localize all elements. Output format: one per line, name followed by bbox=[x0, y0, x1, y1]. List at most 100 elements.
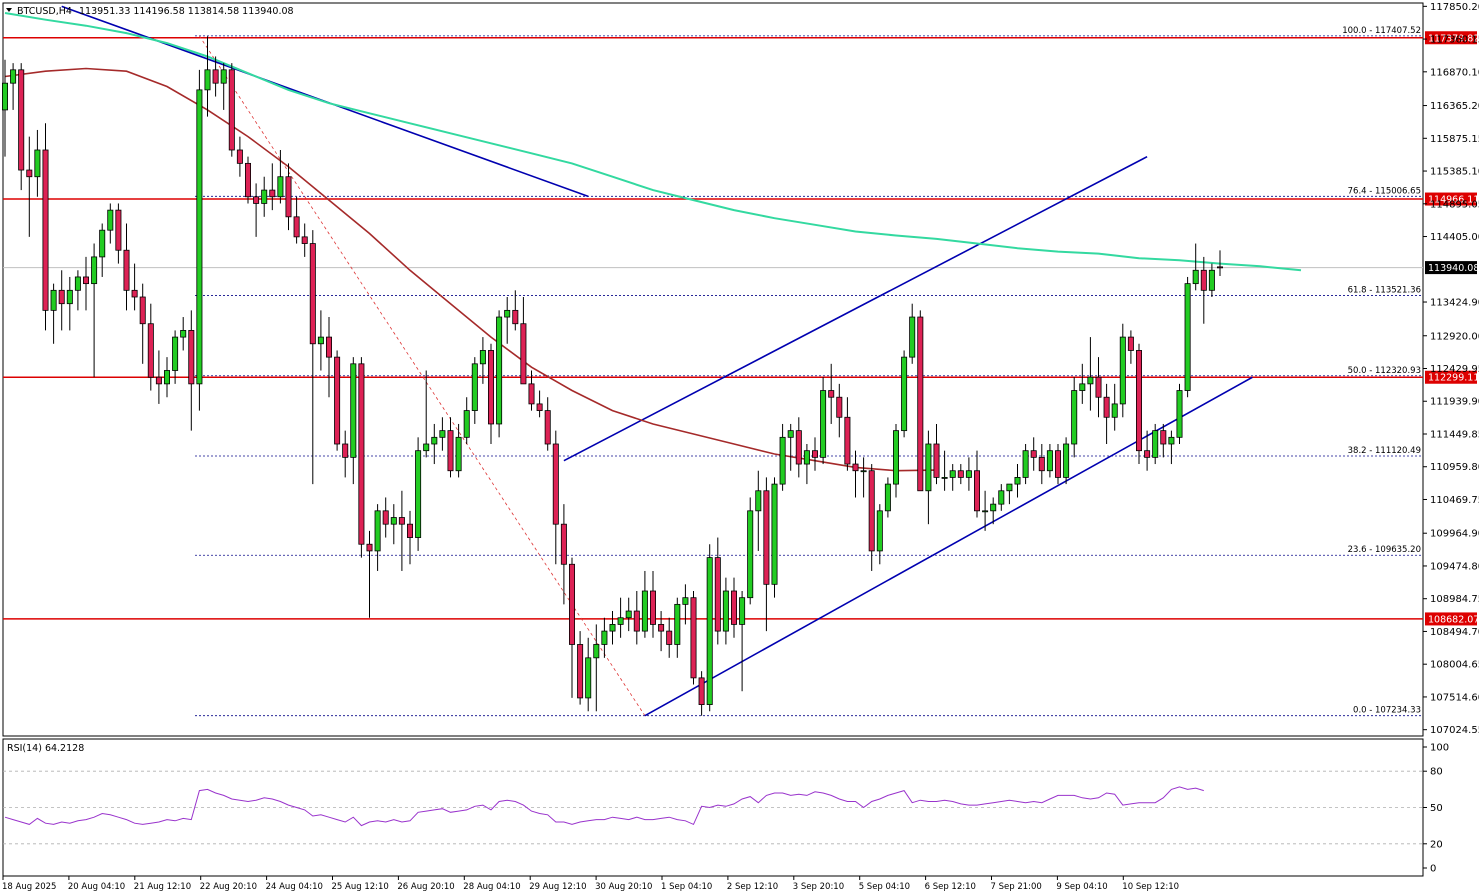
candle-16 bbox=[131, 263, 138, 311]
candle-70 bbox=[569, 557, 576, 698]
candle-29 bbox=[236, 136, 243, 177]
candle-body bbox=[957, 470, 964, 478]
candle-34 bbox=[277, 150, 284, 204]
candle-120 bbox=[974, 450, 981, 518]
candle-body bbox=[949, 470, 956, 478]
candle-75 bbox=[609, 611, 616, 645]
candle-55 bbox=[447, 417, 454, 478]
dropdown-triangle-icon[interactable] bbox=[6, 8, 12, 12]
candle-98 bbox=[795, 417, 802, 478]
candle-body bbox=[382, 510, 389, 525]
candle-60 bbox=[487, 343, 494, 445]
candle-body bbox=[771, 483, 778, 585]
candle-147 bbox=[1192, 243, 1199, 291]
candle-body bbox=[1014, 477, 1021, 485]
candle-116 bbox=[941, 450, 948, 491]
candle-31 bbox=[253, 183, 260, 237]
candle-28 bbox=[228, 63, 235, 157]
candle-body bbox=[1136, 350, 1143, 452]
candle-body bbox=[123, 249, 130, 291]
candle-12 bbox=[99, 223, 106, 277]
time-tick-label: 22 Aug 20:10 bbox=[200, 882, 257, 892]
candle-129 bbox=[1046, 444, 1053, 478]
candle-body bbox=[933, 443, 940, 478]
candle-100 bbox=[812, 437, 819, 471]
candle-140 bbox=[1136, 343, 1143, 465]
candle-body bbox=[317, 336, 324, 345]
candle-6 bbox=[50, 283, 57, 344]
candle-body bbox=[236, 149, 243, 164]
candle-9 bbox=[74, 270, 81, 311]
candle-144 bbox=[1168, 430, 1175, 465]
candle-87 bbox=[706, 544, 713, 712]
rsi-tick-label: 0 bbox=[1430, 864, 1436, 875]
candle-23 bbox=[188, 310, 195, 431]
candle-body bbox=[763, 490, 770, 585]
candle-53 bbox=[431, 423, 438, 465]
price-tag-label-1: 114966.11 bbox=[1428, 195, 1479, 206]
candle-33 bbox=[269, 163, 276, 211]
candle-7 bbox=[58, 270, 65, 331]
candle-body bbox=[828, 390, 835, 398]
price-tick-label: 109964.90 bbox=[1430, 529, 1479, 540]
fib-label-5: 23.6 - 109635.20 bbox=[1348, 545, 1421, 555]
candle-body bbox=[115, 209, 122, 251]
candle-50 bbox=[406, 510, 413, 565]
candle-body bbox=[293, 216, 300, 238]
price-axis: 117850.20 117360.15 116870.10 116365.20 1158… bbox=[1423, 2, 1479, 736]
candle-body bbox=[196, 89, 203, 385]
price-tick-label: 108494.70 bbox=[1430, 627, 1479, 638]
candle-body bbox=[269, 189, 276, 198]
candle-body bbox=[253, 196, 260, 204]
candle-body bbox=[714, 557, 721, 632]
candle-15 bbox=[123, 223, 130, 311]
symbol-label: BTCUSD,H4 bbox=[17, 6, 72, 17]
candle-body bbox=[601, 630, 608, 645]
candle-body bbox=[107, 209, 114, 231]
candle-body bbox=[99, 229, 106, 258]
candle-body bbox=[1103, 396, 1110, 418]
time-tick-label: 26 Aug 20:10 bbox=[397, 882, 454, 892]
candle-96 bbox=[779, 423, 786, 491]
candle-101 bbox=[820, 377, 827, 465]
candle-27 bbox=[220, 63, 227, 110]
time-tick-label: 3 Sep 20:10 bbox=[793, 882, 844, 892]
candle-body bbox=[42, 149, 49, 311]
candle-83 bbox=[674, 597, 681, 658]
candle-body bbox=[366, 543, 373, 552]
candle-body bbox=[2, 82, 8, 111]
trendline-channel-top bbox=[563, 155, 1148, 462]
price-tag-bg-1 bbox=[1425, 192, 1477, 206]
candle-body bbox=[1144, 450, 1151, 458]
candle-body bbox=[658, 624, 665, 632]
candle-body bbox=[487, 350, 494, 425]
candle-body bbox=[471, 363, 478, 411]
candle-115 bbox=[933, 423, 940, 485]
candle-126 bbox=[1022, 444, 1029, 485]
candle-72 bbox=[585, 637, 592, 712]
candle-body bbox=[860, 470, 867, 473]
candle-48 bbox=[390, 504, 397, 545]
candle-45 bbox=[366, 530, 373, 618]
candle-body bbox=[1038, 456, 1045, 472]
candle-148 bbox=[1200, 256, 1207, 324]
candle-body bbox=[1063, 443, 1070, 478]
candle-128 bbox=[1038, 444, 1045, 485]
fib-label-4: 38.2 - 111120.49 bbox=[1348, 446, 1421, 456]
candle-body bbox=[755, 490, 762, 512]
rsi-tick-label: 50 bbox=[1430, 803, 1443, 814]
candle-body bbox=[220, 69, 227, 84]
candle-67 bbox=[544, 397, 551, 451]
candle-77 bbox=[625, 597, 632, 632]
candle-11 bbox=[91, 243, 98, 378]
candle-20 bbox=[163, 357, 170, 398]
price-tick-label: 114895.05 bbox=[1430, 199, 1479, 210]
candle-body bbox=[131, 289, 138, 298]
candle-17 bbox=[139, 283, 146, 364]
candle-19 bbox=[155, 350, 162, 404]
time-tick-label: 1 Sep 04:10 bbox=[661, 882, 712, 892]
candle-body bbox=[18, 69, 25, 171]
candle-body bbox=[941, 477, 948, 479]
candle-body bbox=[325, 336, 332, 358]
